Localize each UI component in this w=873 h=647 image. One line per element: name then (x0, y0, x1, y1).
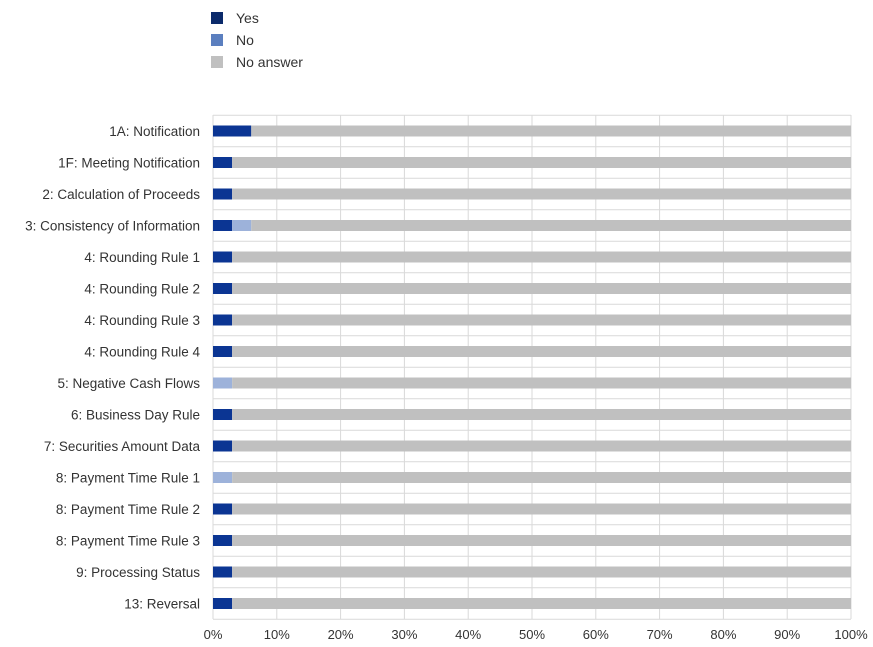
legend-label-yes: Yes (236, 10, 259, 26)
bar-segment-no-answer (232, 314, 851, 326)
bar-segment-no-answer (232, 472, 851, 483)
x-tick-label: 100% (834, 627, 868, 642)
bar-segment-no-answer (232, 157, 851, 168)
label-layer: 0% 10% 20% 30% 40% 50% 60% 70% 80% 90% 100% 1A: Not… (25, 124, 868, 642)
y-tick-label: 5: Negative Cash Flows (57, 376, 200, 391)
x-tick-label: 80% (710, 627, 736, 642)
legend-item-no: No (211, 29, 303, 51)
y-tick-label: 1A: Notification (109, 124, 200, 139)
bar-segment-yes (213, 188, 233, 200)
y-tick-label: 4: Rounding Rule 2 (84, 282, 200, 297)
bar-segment-no-answer (232, 598, 851, 609)
x-tick-label: 60% (583, 627, 609, 642)
y-tick-label: 2: Calculation of Proceeds (42, 187, 200, 202)
bar-segment-no-answer (232, 346, 851, 357)
bar-segment-yes (213, 566, 233, 578)
bar-segment-yes (213, 220, 233, 231)
y-tick-label: 4: Rounding Rule 4 (84, 345, 200, 360)
bar-segment-yes (213, 598, 233, 609)
bar-segment-yes (213, 157, 233, 168)
bar-segment-no-answer (232, 251, 851, 263)
bar-segment-no-answer (232, 440, 851, 452)
bar-segment-yes (213, 440, 233, 452)
chart-legend: Yes No No answer (211, 7, 303, 73)
bar-layer (213, 125, 851, 609)
x-tick-label: 30% (391, 627, 417, 642)
bar-segment-no-answer (232, 409, 851, 420)
bar-segment-no (213, 472, 233, 483)
bar-segment-no (213, 377, 233, 389)
x-tick-label: 20% (328, 627, 354, 642)
y-tick-label: 4: Rounding Rule 3 (84, 313, 200, 328)
bar-segment-no-answer (251, 125, 851, 137)
bar-segment-yes (213, 251, 233, 263)
y-tick-label: 1F: Meeting Notification (58, 156, 200, 171)
y-tick-label: 8: Payment Time Rule 1 (56, 471, 200, 486)
bar-segment-yes (213, 314, 233, 326)
x-tick-label: 10% (264, 627, 290, 642)
y-tick-label: 3: Consistency of Information (25, 219, 200, 234)
x-tick-label: 40% (455, 627, 481, 642)
bar-segment-no (232, 220, 252, 231)
bar-segment-no-answer (232, 283, 851, 294)
bar-segment-yes (213, 409, 233, 420)
bar-segment-yes (213, 283, 233, 294)
legend-item-no-answer: No answer (211, 51, 303, 73)
legend-label-no: No (236, 32, 254, 48)
x-tick-label: 50% (519, 627, 545, 642)
bar-segment-no-answer (251, 220, 851, 231)
y-tick-label: 8: Payment Time Rule 3 (56, 534, 200, 549)
y-tick-label: 8: Payment Time Rule 2 (56, 502, 200, 517)
bar-segment-yes (213, 125, 252, 137)
legend-swatch-no (211, 34, 223, 46)
bar-segment-no-answer (232, 535, 851, 546)
legend-item-yes: Yes (211, 7, 303, 29)
bar-segment-no-answer (232, 503, 851, 515)
legend-swatch-yes (211, 12, 223, 24)
y-tick-label: 13: Reversal (124, 597, 200, 612)
bar-segment-no-answer (232, 566, 851, 578)
y-tick-label: 7: Securities Amount Data (44, 439, 201, 454)
bar-segment-no-answer (232, 377, 851, 389)
y-tick-label: 6: Business Day Rule (71, 408, 200, 423)
bar-segment-yes (213, 346, 233, 357)
x-tick-label: 0% (204, 627, 223, 642)
y-tick-label: 4: Rounding Rule 1 (84, 250, 200, 265)
legend-swatch-no-answer (211, 56, 223, 68)
x-tick-label: 90% (774, 627, 800, 642)
x-tick-label: 70% (647, 627, 673, 642)
bar-segment-no-answer (232, 188, 851, 200)
legend-label-no-answer: No answer (236, 54, 303, 70)
y-tick-label: 9: Processing Status (76, 565, 200, 580)
bar-segment-yes (213, 535, 233, 546)
bar-segment-yes (213, 503, 233, 515)
